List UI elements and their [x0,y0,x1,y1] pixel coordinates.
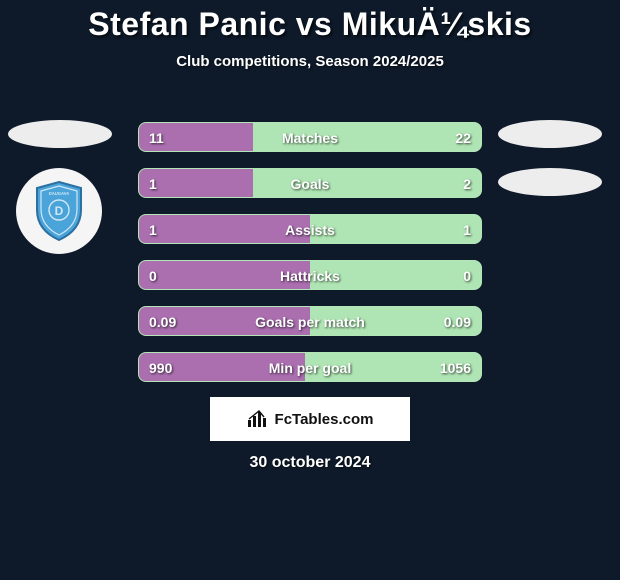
stat-bar: 11Assists [138,214,482,244]
brand-box: FcTables.com [210,397,410,441]
stat-bar-label: Assists [139,215,481,244]
page-title: Stefan Panic vs MikuÄ¼skis [0,0,620,43]
right-player-column [498,120,608,216]
stat-bar-label: Goals per match [139,307,481,336]
stat-bar: 12Goals [138,168,482,198]
brand-text: FcTables.com [275,411,374,428]
country-flag-pill [498,120,602,148]
stat-bar: 1122Matches [138,122,482,152]
stat-bar: 9901056Min per goal [138,352,482,382]
page-subtitle: Club competitions, Season 2024/2025 [0,53,620,70]
stat-bar-label: Hattricks [139,261,481,290]
chart-icon [247,410,269,428]
badge-club-name: DAUGAVA [49,191,70,196]
generation-date: 30 october 2024 [0,454,620,472]
club-flag-pill [498,168,602,196]
stat-bar-label: Matches [139,123,481,152]
stat-bar-label: Min per goal [139,353,481,382]
stat-bar: 00Hattricks [138,260,482,290]
comparison-bars: 1122Matches 12Goals 11Assists 00Hattricks 0.… [138,122,482,398]
stat-bar-label: Goals [139,169,481,198]
shield-icon: D DAUGAVA [33,180,85,242]
left-player-column: D DAUGAVA [8,120,118,254]
badge-letter: D [55,204,64,218]
country-flag-pill [8,120,112,148]
club-badge: D DAUGAVA [16,168,102,254]
stat-bar: 0.090.09Goals per match [138,306,482,336]
